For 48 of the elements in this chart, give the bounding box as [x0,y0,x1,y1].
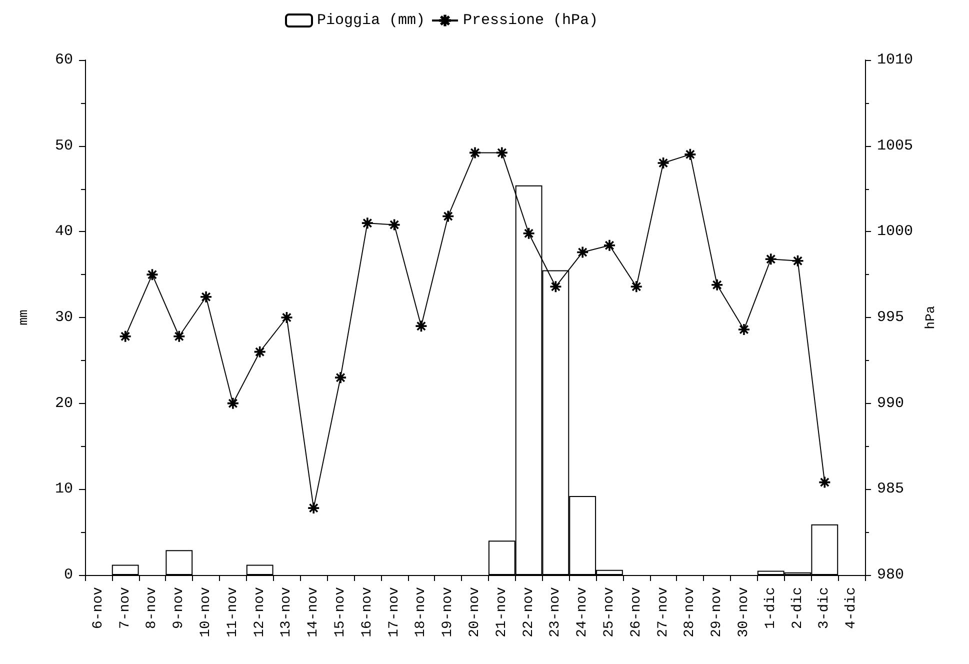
x-tick-label: 27-nov [655,587,672,638]
x-tick-label: 23-nov [548,587,564,638]
x-tick-label: 24-nov [574,587,591,638]
y2-tick-label: 1005 [877,137,914,154]
y-tick-label: 0 [64,566,73,584]
y2-axis-title: hPa [922,306,938,330]
x-tick-label: 4-dic [844,587,860,630]
y-tick-label: 20 [54,394,73,412]
x-tick-label: 15-nov [332,587,349,638]
x-tick-label: 25-nov [601,587,618,638]
x-tick-label: 13-nov [278,587,295,638]
x-tick-label: 9-nov [171,587,188,630]
x-tick-label: 10-nov [198,587,214,638]
legend-label: Pioggia (mm) [317,12,426,29]
y-tick-label: 30 [54,309,73,326]
x-tick-label: 16-nov [359,587,376,638]
x-tick-label: 28-nov [682,587,698,638]
legend-label: Pressione (hPa) [463,12,598,29]
x-tick-label: 11-nov [224,587,241,638]
y2-tick-label: 995 [877,309,904,326]
y-tick-label: 50 [54,137,73,154]
x-tick-label: 1-dic [762,587,779,630]
x-tick-label: 17-nov [386,587,402,638]
x-tick-label: 7-nov [117,587,134,630]
x-tick-label: 20-nov [467,587,483,638]
y2-tick-label: 1000 [877,223,914,240]
x-tick-label: 8-nov [144,587,160,630]
x-tick-label: 30-nov [736,587,752,638]
x-tick-label: 2-dic [790,587,806,630]
point [174,330,185,342]
y2-tick-label: 990 [877,394,904,412]
y-tick-label: 60 [54,52,73,68]
x-tick-label: 29-nov [709,587,726,638]
x-tick-label: 18-nov [413,587,430,638]
y2-tick-label: 1010 [877,52,914,68]
x-tick-label: 22-nov [520,587,537,638]
x-tick-label: 12-nov [252,587,268,638]
x-tick-label: 14-nov [306,587,322,638]
y-tick-label: 40 [54,223,73,240]
y-axis-title: mm [16,310,31,326]
x-tick-label: 6-nov [90,587,106,630]
y-tick-label: 10 [54,480,73,498]
x-tick-label: 19-nov [440,587,456,638]
x-tick-label: 3-dic [816,587,833,630]
y2-tick-label: 985 [877,480,904,498]
x-tick-label: 26-nov [628,587,644,638]
x-tick-label: 21-nov [494,587,510,638]
y2-tick-label: 980 [877,566,904,584]
